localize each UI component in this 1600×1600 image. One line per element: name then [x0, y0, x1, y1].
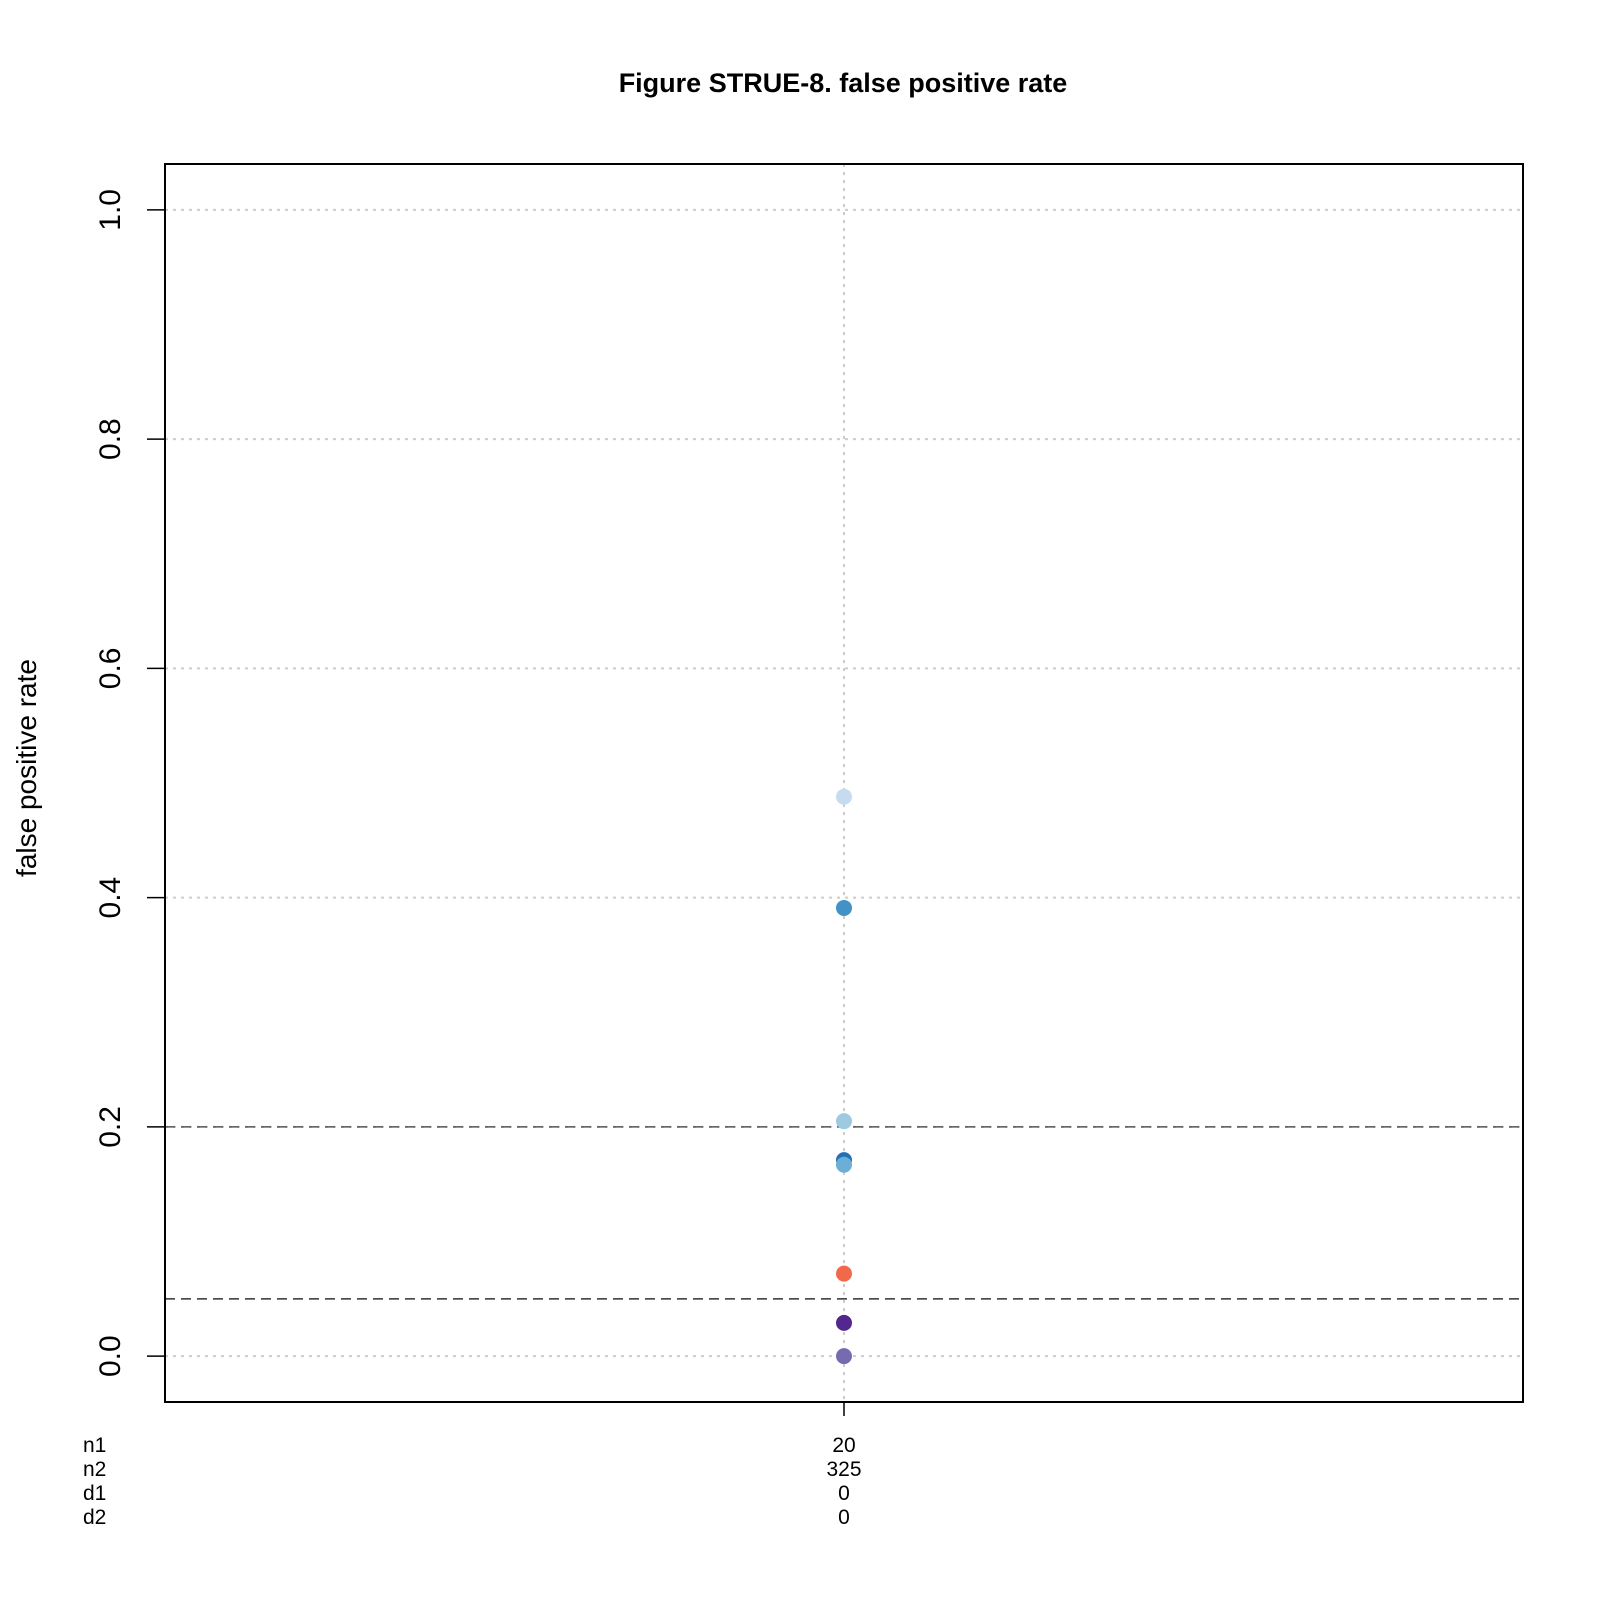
x-table-row-label-d2: d2 [83, 1506, 106, 1529]
x-table-row-label-n1: n1 [83, 1434, 106, 1457]
x-table-row-label-d1: d1 [83, 1482, 106, 1505]
data-point-5 [836, 1265, 852, 1282]
data-point-6 [836, 1314, 852, 1331]
y-tick-label-3: 0.6 [94, 648, 127, 690]
chart-title: Figure STRUE-8. false positive rate [619, 68, 1068, 98]
grid [165, 164, 1523, 1402]
y-tick-label-2: 0.4 [94, 877, 127, 919]
data-point-4 [836, 1156, 852, 1173]
y-tick-label-0: 0.0 [94, 1335, 127, 1377]
y-tick-label-4: 0.8 [94, 418, 127, 460]
data-point-1 [836, 899, 852, 916]
y-axis-label: false positive rate [11, 659, 42, 877]
y-tick-label-5: 1.0 [94, 189, 127, 231]
y-tick-label-1: 0.2 [94, 1106, 127, 1148]
x-table-value-d2: 0 [838, 1506, 850, 1529]
data-point-2 [836, 1113, 852, 1130]
data-point-7 [836, 1348, 852, 1365]
x-table-value-n2: 325 [826, 1458, 861, 1481]
y-axis: 0.0 0.2 0.4 0.6 0.8 1.0 [94, 189, 166, 1377]
x-table-value-n1: 20 [832, 1434, 855, 1457]
x-table-row-label-n2: n2 [83, 1458, 106, 1481]
x-table-value-d1: 0 [838, 1482, 850, 1505]
data-point-0 [836, 788, 852, 805]
data-points [836, 788, 852, 1365]
